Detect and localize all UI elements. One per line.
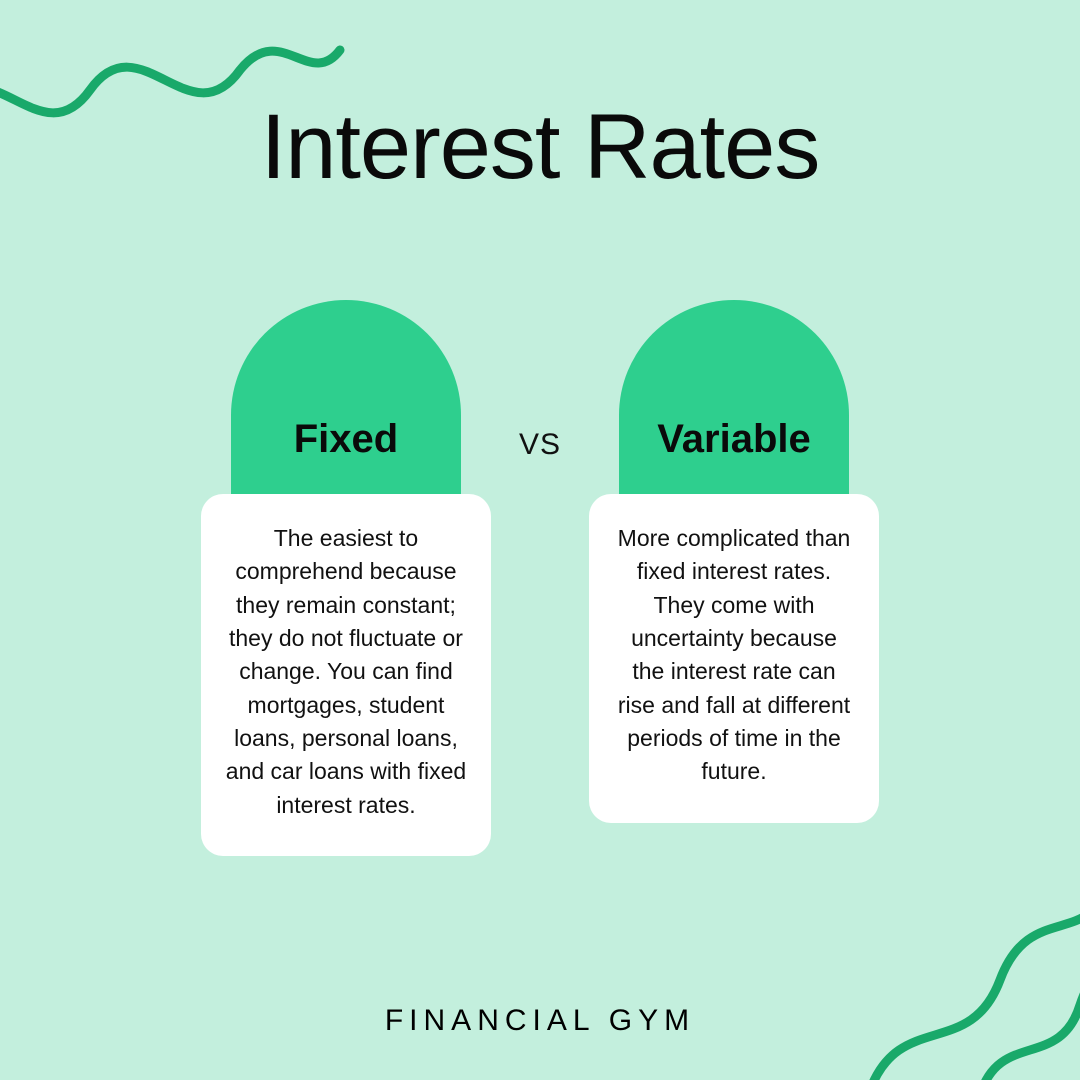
column-fixed: Fixed The easiest to comprehend because …: [201, 300, 491, 856]
infographic-canvas: Interest Rates Fixed The easiest to comp…: [0, 0, 1080, 1080]
vs-label: VS: [519, 428, 561, 462]
body-variable: More complicated than fixed interest rat…: [613, 522, 855, 789]
arch-fixed: Fixed: [231, 300, 461, 500]
card-fixed: The easiest to comprehend because they r…: [201, 494, 491, 856]
brand-wordmark: FINANCIAL GYM: [0, 1004, 1080, 1038]
page-title: Interest Rates: [0, 95, 1080, 200]
body-fixed: The easiest to comprehend because they r…: [225, 522, 467, 822]
column-variable: Variable More complicated than fixed int…: [589, 300, 879, 823]
heading-fixed: Fixed: [294, 417, 398, 462]
card-variable: More complicated than fixed interest rat…: [589, 494, 879, 823]
comparison-row: Fixed The easiest to comprehend because …: [0, 300, 1080, 856]
heading-variable: Variable: [657, 417, 810, 462]
arch-variable: Variable: [619, 300, 849, 500]
